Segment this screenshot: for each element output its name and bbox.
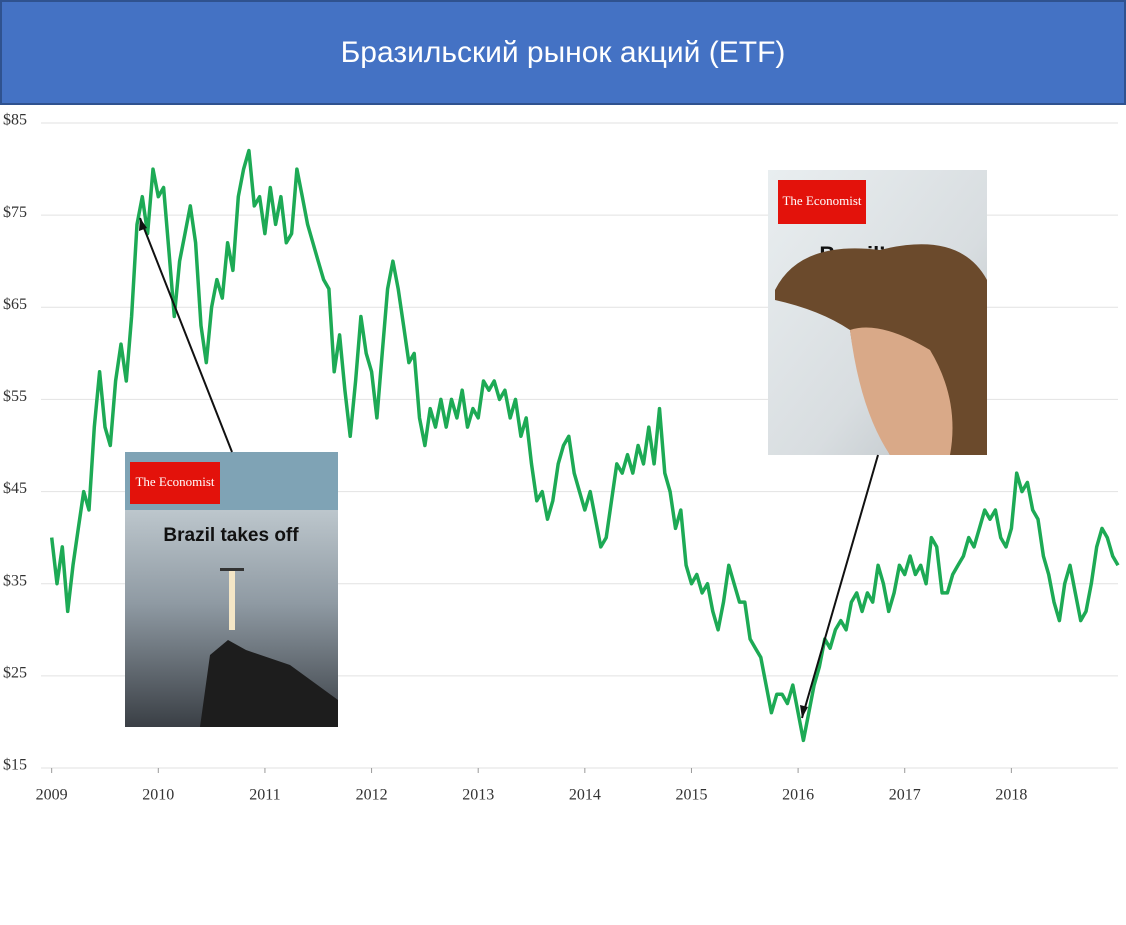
y-tick-label: $65 [3,296,27,313]
cover-headline: Brazil takes off [163,525,299,546]
title-banner [0,0,1126,105]
y-tick-label: $45 [3,480,27,497]
x-tick-label: 2015 [675,787,707,804]
cover-publisher: The Economist [135,474,214,489]
cover-publisher: The Economist [782,193,861,208]
plot [49,148,1120,743]
y-tick-label: $15 [3,757,27,774]
x-tick-label: 2016 [782,787,814,804]
x-tick-label: 2010 [142,787,174,804]
price-line [49,148,1120,743]
y-tick-label: $85 [3,112,27,129]
x-tick-label: 2013 [462,787,494,804]
x-tick-label: 2014 [569,787,601,804]
x-tick-label: 2009 [36,787,68,804]
chart-title: Бразильский рынок акций (ETF) [341,36,786,69]
y-tick-label: $55 [3,388,27,405]
magazine-cover: The Economist Brazil takes off [125,452,338,727]
x-tick-label: 2011 [249,787,280,804]
arrow-head [139,218,147,231]
x-tick-label: 2018 [995,787,1027,804]
annotation-arrow [139,217,233,453]
x-tick-label: 2012 [356,787,388,804]
y-tick-label: $35 [3,572,27,589]
annotation-arrow [801,454,879,719]
y-tick-label: $25 [3,665,27,682]
arrow-head [800,705,808,718]
y-tick-label: $75 [3,204,27,221]
magazine-cover: The Economist Brazil’s fall [768,170,987,455]
x-tick-label: 2017 [889,787,921,804]
